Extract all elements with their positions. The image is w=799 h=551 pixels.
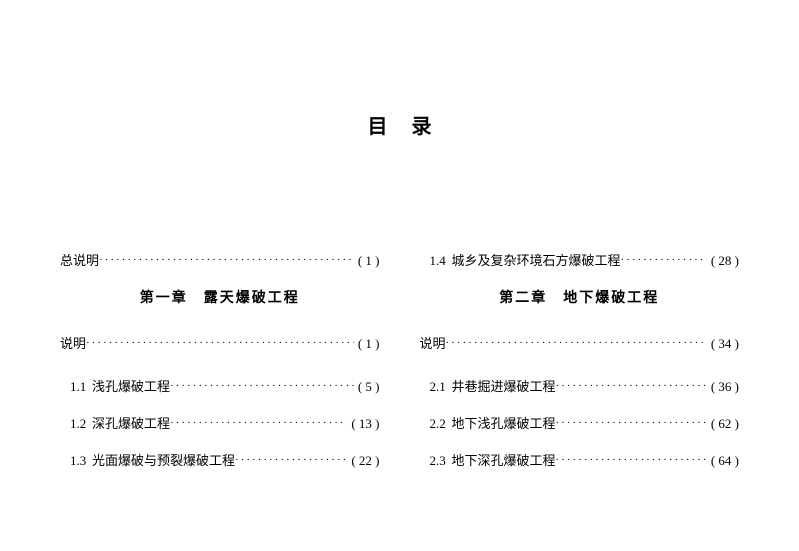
toc-num: 1.3	[60, 453, 92, 469]
toc-label: 说明	[420, 333, 446, 352]
toc-label: 井巷掘进爆破工程	[452, 376, 556, 395]
toc-label: 总说明	[60, 250, 99, 269]
toc-dots	[235, 454, 347, 466]
toc-page: ( 5 )	[354, 379, 380, 395]
toc-dots	[446, 337, 707, 349]
toc-page: ( 13 )	[347, 416, 379, 432]
toc-num: 2.3	[420, 453, 452, 469]
toc-line: 1.3 光面爆破与预裂爆破工程 ( 22 )	[60, 450, 380, 469]
toc-num: 1.4	[420, 253, 452, 269]
chapter-heading-2: 第二章 地下爆破工程	[420, 287, 740, 307]
toc-line: 2.3 地下深孔爆破工程 ( 64 )	[420, 450, 740, 469]
right-column: 1.4 城乡及复杂环境石方爆破工程 ( 28 ) 第二章 地下爆破工程 说明 (…	[420, 250, 740, 487]
toc-label: 浅孔爆破工程	[92, 376, 170, 395]
toc-label: 深孔爆破工程	[92, 413, 170, 432]
toc-label: 说明	[60, 333, 86, 352]
toc-page: ( 34 )	[707, 336, 739, 352]
toc-page: ( 1 )	[354, 253, 380, 269]
toc-line-intro: 总说明 ( 1 )	[60, 250, 380, 269]
toc-dots	[556, 417, 707, 429]
toc-num: 2.2	[420, 416, 452, 432]
toc-line: 2.1 井巷掘进爆破工程 ( 36 )	[420, 376, 740, 395]
toc-page: ( 22 )	[347, 453, 379, 469]
toc-page: ( 62 )	[707, 416, 739, 432]
toc-dots	[86, 337, 354, 349]
toc-line: 1.1 浅孔爆破工程 ( 5 )	[60, 376, 380, 395]
toc-label: 地下深孔爆破工程	[452, 450, 556, 469]
toc-dots	[556, 380, 707, 392]
toc-num: 2.1	[420, 379, 452, 395]
toc-dots	[556, 454, 707, 466]
toc-page: ( 36 )	[707, 379, 739, 395]
left-column: 总说明 ( 1 ) 第一章 露天爆破工程 说明 ( 1 ) 1.1 浅孔爆破工程…	[60, 250, 380, 487]
toc-line: 1.2 深孔爆破工程 ( 13 )	[60, 413, 380, 432]
toc-dots	[170, 380, 354, 392]
toc-line-explain: 说明 ( 1 )	[60, 333, 380, 352]
toc-dots	[99, 254, 354, 266]
page-title: 目录	[0, 0, 799, 139]
toc-line: 2.2 地下浅孔爆破工程 ( 62 )	[420, 413, 740, 432]
toc-columns: 总说明 ( 1 ) 第一章 露天爆破工程 说明 ( 1 ) 1.1 浅孔爆破工程…	[0, 250, 799, 487]
toc-label: 地下浅孔爆破工程	[452, 413, 556, 432]
toc-line: 1.4 城乡及复杂环境石方爆破工程 ( 28 )	[420, 250, 740, 269]
chapter-heading-1: 第一章 露天爆破工程	[60, 287, 380, 307]
toc-page: ( 1 )	[354, 336, 380, 352]
toc-dots	[170, 417, 347, 429]
toc-page: ( 28 )	[707, 253, 739, 269]
toc-line-explain: 说明 ( 34 )	[420, 333, 740, 352]
toc-label: 城乡及复杂环境石方爆破工程	[452, 250, 621, 269]
toc-page: ( 64 )	[707, 453, 739, 469]
toc-num: 1.1	[60, 379, 92, 395]
toc-num: 1.2	[60, 416, 92, 432]
toc-label: 光面爆破与预裂爆破工程	[92, 450, 235, 469]
toc-dots	[621, 254, 707, 266]
